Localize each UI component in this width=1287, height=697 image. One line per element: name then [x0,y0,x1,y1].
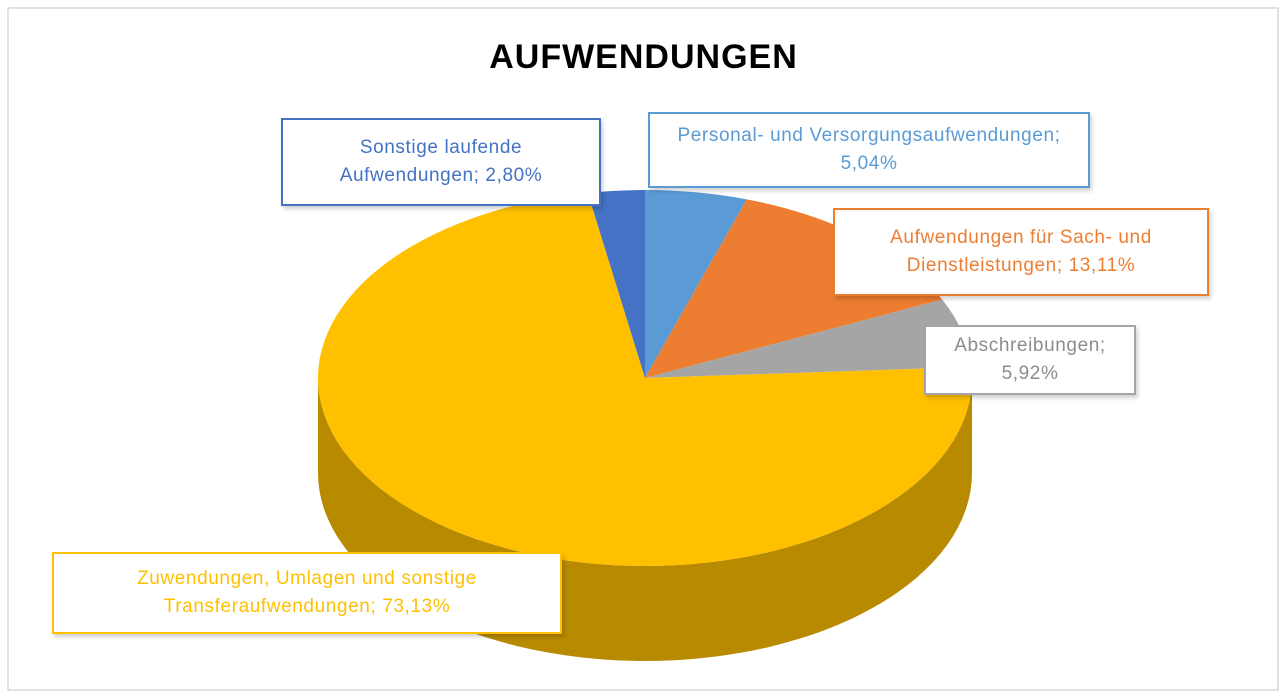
pie-slice [587,190,645,378]
chart-title: AUFWENDUNGEN [489,38,798,76]
data-label: Personal- und Versorgungsaufwendungen; 5… [648,112,1090,188]
pie-slice [645,190,747,378]
data-label: Sonstige laufende Aufwendungen; 2,80% [281,118,601,206]
data-label: Zuwendungen, Umlagen und sonstige Transf… [52,552,562,634]
data-label: Abschreibungen; 5,92% [924,325,1136,395]
pie-slice [317,192,972,566]
pie-slice [645,299,972,378]
data-label: Aufwendungen für Sach- und Dienstleistun… [833,208,1209,296]
